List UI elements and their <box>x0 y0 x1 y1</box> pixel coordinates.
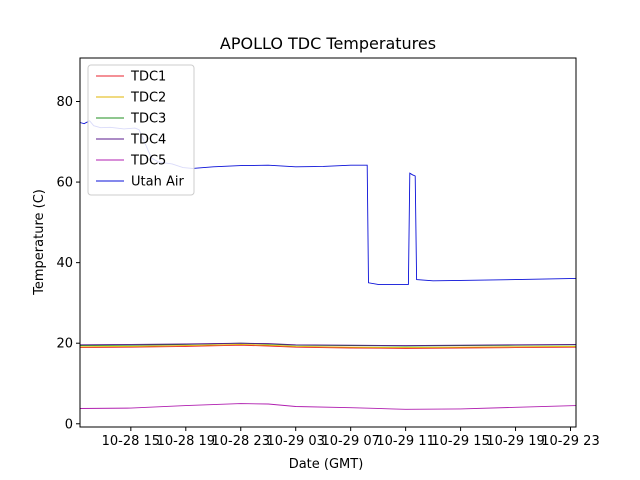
series-line-tdc2 <box>79 343 577 349</box>
x-tick-label: 10-28 23 <box>212 434 270 449</box>
legend-label: TDC1 <box>130 70 166 85</box>
y-tick-label: 60 <box>56 176 73 191</box>
series-line-tdc5 <box>79 403 577 410</box>
y-axis-ticks: 0 20 40 60 80 <box>56 95 80 432</box>
legend-label: TDC2 <box>130 91 166 106</box>
x-tick-label: 10-29 11 <box>376 434 434 449</box>
x-tick-label: 10-28 15 <box>102 434 160 449</box>
series-layer <box>79 120 577 410</box>
x-axis-label: Date (GMT) <box>289 457 364 472</box>
chart-title: APOLLO TDC Temperatures <box>220 34 436 53</box>
x-tick-label: 10-29 15 <box>431 434 489 449</box>
legend-label: TDC5 <box>130 154 166 169</box>
legend-label: TDC3 <box>130 112 166 127</box>
legend-label: TDC4 <box>130 133 166 148</box>
x-tick-label: 10-28 19 <box>157 434 215 449</box>
x-tick-label: 10-29 23 <box>541 434 599 449</box>
y-tick-label: 80 <box>56 95 73 110</box>
y-tick-label: 40 <box>56 256 73 271</box>
x-tick-label: 10-29 07 <box>321 434 379 449</box>
series-line-tdc1 <box>79 344 577 349</box>
x-tick-label: 10-29 03 <box>266 434 324 449</box>
y-tick-label: 20 <box>56 337 73 352</box>
legend-label: Utah Air <box>131 175 184 190</box>
plot-frame <box>79 57 577 428</box>
series-line-tdc4 <box>79 342 577 347</box>
y-tick-label: 0 <box>65 417 73 432</box>
x-tick-label: 10-29 19 <box>486 434 544 449</box>
legend: TDC1 TDC2 TDC3 TDC4 TDC5 Utah Air <box>87 64 195 196</box>
y-axis-label: Temperature (C) <box>32 189 47 296</box>
